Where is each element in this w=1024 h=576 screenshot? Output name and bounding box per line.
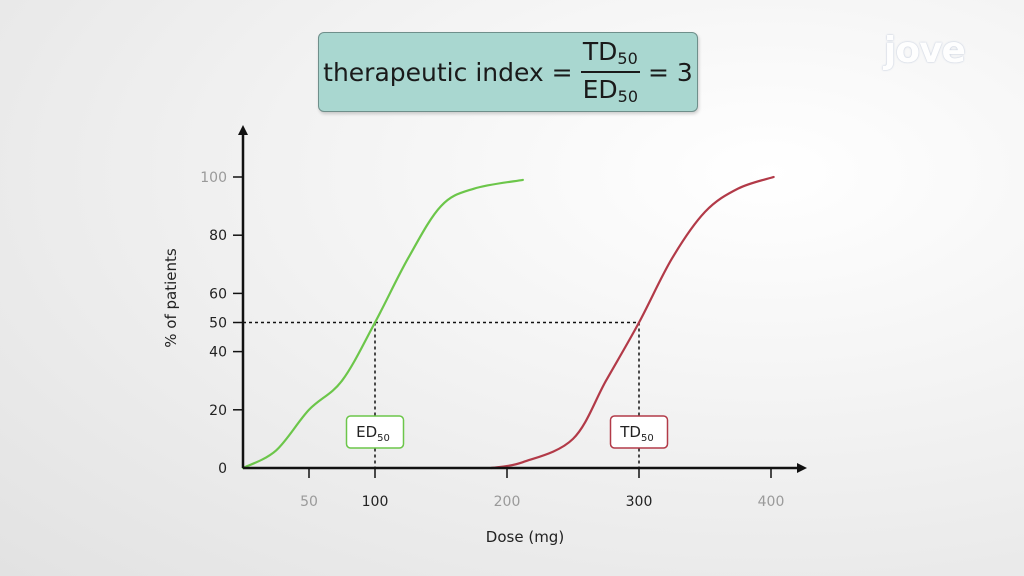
formula-fraction: TD50 ED50 bbox=[580, 37, 641, 106]
y-tick-label: 20 bbox=[209, 403, 227, 419]
y-axis-label: % of patients bbox=[162, 248, 180, 348]
jove-logo: jove bbox=[884, 30, 966, 71]
toxicity-curve bbox=[490, 175, 775, 470]
y-tick-label: 100 bbox=[200, 170, 227, 186]
x-tick-label: 50 bbox=[300, 494, 318, 510]
y-tick-label: 80 bbox=[209, 228, 227, 244]
y-tick-label: 50 bbox=[209, 316, 227, 332]
x-tick-label: 400 bbox=[758, 494, 785, 510]
formula-rhs: = 3 bbox=[648, 57, 693, 87]
annotation-td50: TD50 bbox=[609, 415, 669, 449]
annotation-ed50: ED50 bbox=[345, 415, 405, 449]
fraction-bar bbox=[580, 71, 641, 73]
formula-denominator: ED50 bbox=[582, 74, 639, 106]
y-tick-label: 40 bbox=[209, 345, 227, 361]
y-tick-label: 60 bbox=[209, 286, 227, 302]
annotation-box bbox=[609, 415, 669, 449]
efficacy-curve bbox=[241, 178, 524, 470]
formula-lhs: therapeutic index = bbox=[323, 57, 573, 87]
x-tick-label: 300 bbox=[626, 494, 653, 510]
annotation-label: TD50 bbox=[619, 423, 653, 444]
annotation-box bbox=[345, 415, 405, 449]
x-tick-label: 200 bbox=[494, 494, 521, 510]
y-tick-label: 0 bbox=[218, 461, 227, 477]
annotation-label: ED50 bbox=[356, 423, 390, 444]
formula-numerator: TD50 bbox=[582, 37, 638, 69]
x-tick-label: 100 bbox=[362, 494, 389, 510]
x-axis-label: Dose (mg) bbox=[486, 528, 564, 546]
therapeutic-index-formula: therapeutic index = TD50 ED50 = 3 bbox=[318, 32, 698, 112]
